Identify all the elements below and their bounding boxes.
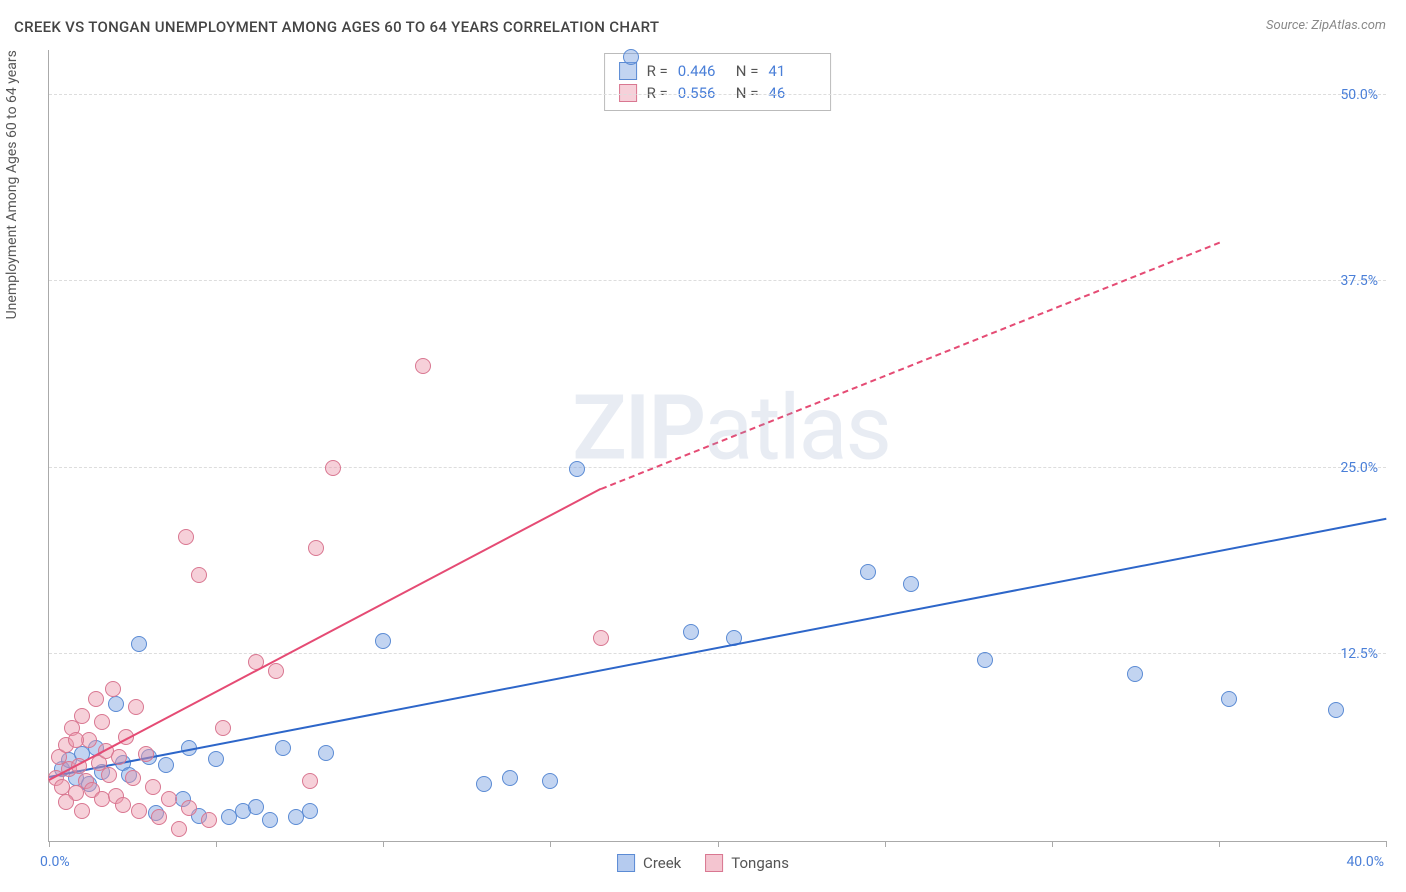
trend-line-dashed	[600, 242, 1219, 490]
data-point	[131, 803, 147, 819]
data-point	[375, 633, 391, 649]
data-point	[58, 794, 74, 810]
x-tick	[1386, 841, 1387, 847]
data-point	[415, 358, 431, 374]
stats-legend-box: R =0.446N =41R =0.556N =46	[604, 53, 832, 111]
data-point	[101, 767, 117, 783]
data-point	[476, 776, 492, 792]
data-point	[860, 564, 876, 580]
data-point	[683, 624, 699, 640]
gridline	[49, 467, 1386, 468]
legend-item: Tongans	[705, 854, 789, 872]
x-axis-max-label: 40.0%	[1346, 854, 1384, 870]
y-tick-label: 25.0%	[1340, 460, 1378, 476]
data-point	[74, 803, 90, 819]
data-point	[593, 630, 609, 646]
data-point	[325, 460, 341, 476]
plot-area: R =0.446N =41R =0.556N =46	[48, 50, 1386, 842]
data-point	[1328, 702, 1344, 718]
bottom-legend: Creek Tongans	[617, 854, 789, 872]
data-point	[502, 770, 518, 786]
data-point	[1127, 666, 1143, 682]
data-point	[131, 636, 147, 652]
x-tick	[49, 841, 50, 847]
data-point	[171, 821, 187, 837]
y-tick-label: 50.0%	[1340, 87, 1378, 103]
data-point	[191, 567, 207, 583]
data-point	[128, 699, 144, 715]
data-point	[302, 773, 318, 789]
data-point	[111, 749, 127, 765]
x-tick	[885, 841, 886, 847]
chart-title: CREEK VS TONGAN UNEMPLOYMENT AMONG AGES …	[14, 18, 659, 36]
x-tick	[383, 841, 384, 847]
data-point	[161, 791, 177, 807]
gridline	[49, 280, 1386, 281]
stat-r-value: 0.446	[678, 62, 726, 80]
data-point	[145, 779, 161, 795]
data-point	[105, 681, 121, 697]
data-point	[302, 803, 318, 819]
data-point	[108, 696, 124, 712]
legend-swatch	[705, 854, 723, 872]
x-tick	[1219, 841, 1220, 847]
x-axis-min-label: 0.0%	[40, 854, 70, 870]
data-point	[68, 732, 84, 748]
stat-n-value: 41	[768, 62, 816, 80]
data-point	[262, 812, 278, 828]
data-point	[318, 745, 334, 761]
stat-r-label: R =	[647, 62, 668, 80]
data-point	[623, 49, 639, 65]
data-point	[248, 799, 264, 815]
data-point	[275, 740, 291, 756]
data-point	[178, 529, 194, 545]
data-point	[569, 461, 585, 477]
data-point	[158, 757, 174, 773]
data-point	[115, 797, 131, 813]
stat-n-label: N =	[736, 62, 759, 80]
data-point	[208, 751, 224, 767]
chart-container: CREEK VS TONGAN UNEMPLOYMENT AMONG AGES …	[0, 0, 1406, 892]
x-tick	[718, 841, 719, 847]
data-point	[181, 800, 197, 816]
stats-row: R = 0.446 N = 41	[619, 60, 817, 82]
trend-line	[49, 518, 1386, 778]
data-point	[215, 720, 231, 736]
legend-label: Creek	[643, 854, 681, 872]
y-tick-label: 12.5%	[1340, 646, 1378, 662]
legend-item: Creek	[617, 854, 681, 872]
x-tick	[550, 841, 551, 847]
legend-swatch	[617, 854, 635, 872]
data-point	[542, 773, 558, 789]
data-point	[903, 576, 919, 592]
y-axis-label: Unemployment Among Ages 60 to 64 years	[4, 50, 20, 319]
y-tick-label: 37.5%	[1340, 273, 1378, 289]
source-label: Source: ZipAtlas.com	[1266, 18, 1386, 33]
data-point	[138, 746, 154, 762]
x-tick	[1052, 841, 1053, 847]
gridline	[49, 94, 1386, 95]
data-point	[1221, 691, 1237, 707]
data-point	[308, 540, 324, 556]
x-tick	[216, 841, 217, 847]
data-point	[88, 691, 104, 707]
data-point	[977, 652, 993, 668]
data-point	[125, 770, 141, 786]
legend-label: Tongans	[731, 854, 789, 872]
data-point	[74, 708, 90, 724]
data-point	[268, 663, 284, 679]
data-point	[201, 812, 217, 828]
trend-line	[49, 488, 601, 781]
gridline	[49, 653, 1386, 654]
data-point	[94, 714, 110, 730]
data-point	[151, 809, 167, 825]
